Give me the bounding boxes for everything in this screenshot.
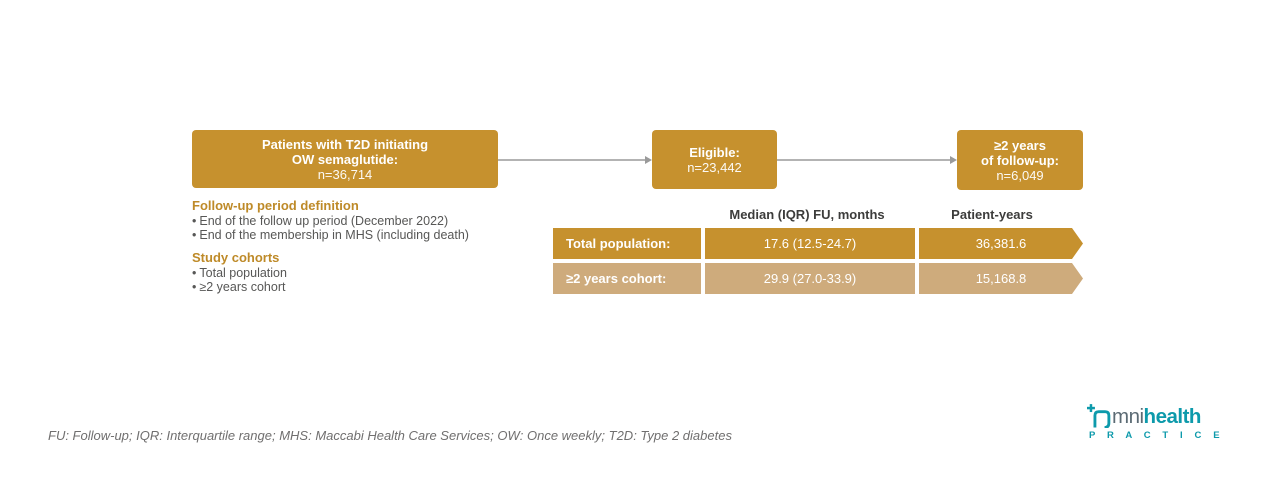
table-row-2years-cohort: ≥2 years cohort: 29.9 (27.0-33.9) 15,168… [553,263,1083,294]
notes-heading-study-cohorts: Study cohorts [192,250,280,265]
bullet-item: ≥2 years cohort [192,280,542,294]
bullet-item: End of the membership in MHS (including … [192,228,542,242]
cell-label: ≥2 years cohort: [553,263,701,294]
logo-text: mnihealth [1112,406,1201,428]
logo-practice-label: P R A C T I C E [1089,430,1225,441]
flow-box-patients-line2: OW semaglutide: [291,151,399,167]
table-header-patient-years: Patient-years [951,207,1033,222]
footnote-abbreviations: FU: Follow-up; IQR: Interquartile range;… [48,428,732,443]
flow-box-followup-line1: ≥2 years [994,137,1046,153]
arrow-head-icon [645,155,652,164]
table-row-total-population: Total population: 17.6 (12.5-24.7) 36,38… [553,228,1083,259]
logo-text-health: health [1143,405,1202,428]
bullet-item: Total population [192,266,542,280]
flow-box-eligible: Eligible: n=23,442 [652,130,777,189]
logo-wordmark: mnihealth [1087,403,1215,428]
flow-box-patients-n: n=36,714 [317,166,373,182]
logo-text-mni: mni [1112,405,1144,428]
flow-box-patients: Patients with T2D initiating OW semaglut… [192,130,498,188]
cohorts-bullet-list: Total population ≥2 years cohort [192,266,542,294]
table: Total population: 17.6 (12.5-24.7) 36,38… [553,228,1083,298]
flow-box-followup-n: n=6,049 [996,167,1044,183]
arrow-head-icon [950,155,957,164]
bullet-item: End of the follow up period (December 20… [192,214,542,228]
flow-box-eligible-line1: Eligible: [689,144,740,160]
flow-box-followup-line2: of follow-up: [981,152,1059,168]
flow-box-patients-line1: Patients with T2D initiating [261,136,429,152]
followup-bullet-list: End of the follow up period (December 20… [192,214,542,242]
flow-box-eligible-n: n=23,442 [687,159,742,175]
table-header-median-iqr-fu: Median (IQR) FU, months [729,207,885,222]
cell-label: Total population: [553,228,701,259]
flow-box-followup: ≥2 years of follow-up: n=6,049 [957,130,1083,190]
arrow-right-icon [777,155,957,164]
omnihealth-logo: mnihealth P R A C T I C E [1087,403,1225,441]
notes-block: Follow-up period definition End of the f… [192,198,542,294]
cell-fu-months: 17.6 (12.5-24.7) [705,228,915,259]
notes-heading-followup-period: Follow-up period definition [192,198,359,213]
cell-fu-months: 29.9 (27.0-33.9) [705,263,915,294]
cell-patient-years: 15,168.8 [919,263,1083,294]
arrow-right-icon [498,155,652,164]
omnihealth-o-plus-icon [1087,404,1111,428]
cell-patient-years: 36,381.6 [919,228,1083,259]
